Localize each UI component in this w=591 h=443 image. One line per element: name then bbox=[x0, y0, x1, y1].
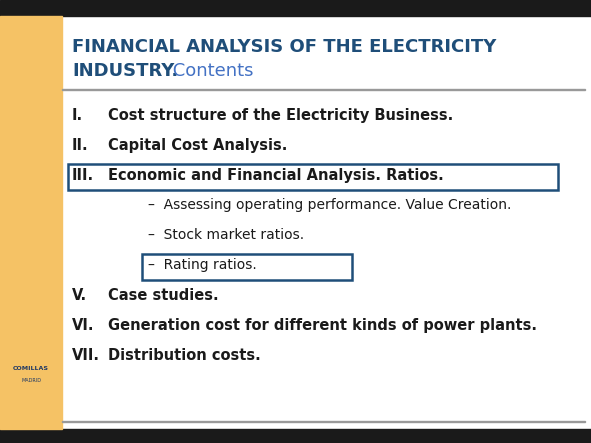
Text: Cost structure of the Electricity Business.: Cost structure of the Electricity Busine… bbox=[108, 108, 453, 123]
Text: –  Rating ratios.: – Rating ratios. bbox=[148, 258, 256, 272]
Text: I.: I. bbox=[72, 108, 83, 123]
Text: Case studies.: Case studies. bbox=[108, 288, 219, 303]
Bar bbox=[62, 16, 591, 429]
Text: FINANCIAL ANALYSIS OF THE ELECTRICITY: FINANCIAL ANALYSIS OF THE ELECTRICITY bbox=[72, 38, 496, 56]
Text: V.: V. bbox=[72, 288, 87, 303]
Text: –  Stock market ratios.: – Stock market ratios. bbox=[148, 228, 304, 242]
Text: Capital Cost Analysis.: Capital Cost Analysis. bbox=[108, 138, 287, 153]
Bar bbox=[0, 16, 62, 429]
Text: Generation cost for different kinds of power plants.: Generation cost for different kinds of p… bbox=[108, 318, 537, 333]
Text: –  Assessing operating performance. Value Creation.: – Assessing operating performance. Value… bbox=[148, 198, 511, 212]
Text: INDUSTRY.: INDUSTRY. bbox=[72, 62, 178, 80]
Bar bbox=[62, 89, 585, 90]
Text: Distribution costs.: Distribution costs. bbox=[108, 348, 261, 363]
Text: Contents: Contents bbox=[167, 62, 254, 80]
Text: MADRID: MADRID bbox=[21, 378, 41, 384]
Text: COMILLAS: COMILLAS bbox=[13, 365, 49, 370]
Text: Economic and Financial Analysis. Ratios.: Economic and Financial Analysis. Ratios. bbox=[108, 168, 444, 183]
Bar bbox=[0, 429, 591, 443]
Bar bbox=[0, 0, 591, 16]
FancyBboxPatch shape bbox=[142, 254, 352, 280]
Text: III.: III. bbox=[72, 168, 94, 183]
Text: II.: II. bbox=[72, 138, 89, 153]
Text: VII.: VII. bbox=[72, 348, 100, 363]
Bar bbox=[62, 421, 585, 422]
Text: VI.: VI. bbox=[72, 318, 95, 333]
FancyBboxPatch shape bbox=[68, 164, 558, 190]
